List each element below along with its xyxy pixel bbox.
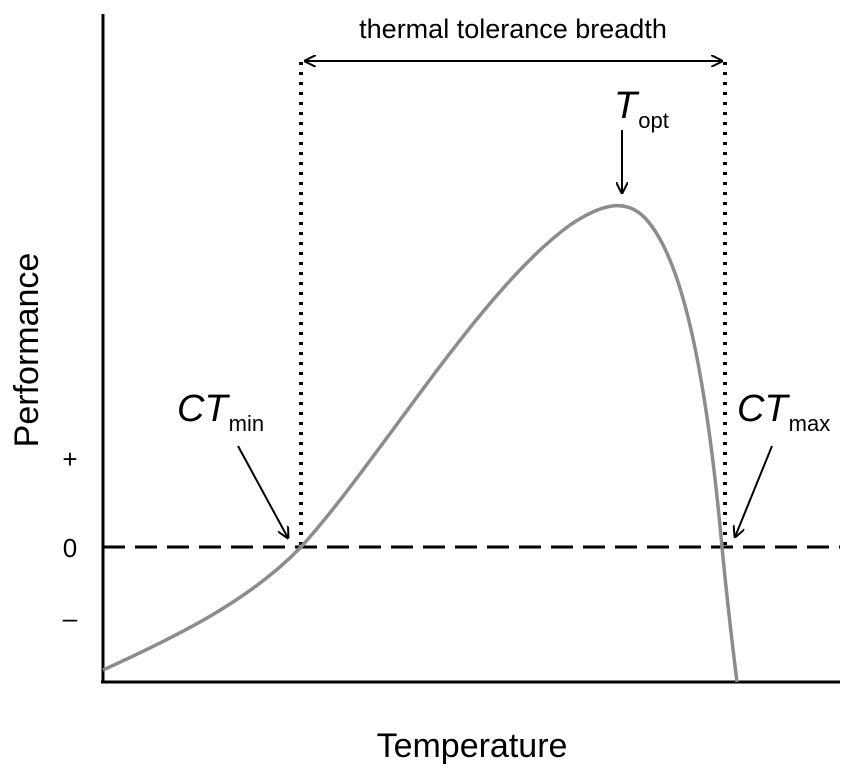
y-tick-zero: 0 (63, 533, 77, 563)
ct-max-arrow (735, 445, 773, 537)
y-tick-plus: + (62, 444, 77, 474)
ct-min-main: CT (177, 388, 230, 430)
x-axis-title: Temperature (377, 727, 568, 765)
ct-max-main: CT (737, 388, 790, 430)
tolerance-breadth-label: thermal tolerance breadth (359, 14, 667, 44)
ct-min-label: CTmin (177, 388, 264, 436)
t-opt-label: Topt (614, 85, 669, 133)
t-opt-subscript: opt (638, 108, 669, 133)
ct-min-subscript: min (229, 411, 264, 436)
ct-max-subscript: max (789, 411, 831, 436)
t-opt-main: T (614, 85, 640, 127)
ct-max-label: CTmax (737, 388, 830, 436)
y-tick-minus: – (63, 603, 78, 633)
y-axis-title: Performance (8, 253, 46, 448)
ct-min-arrow (237, 445, 288, 538)
performance-curve (102, 203, 739, 683)
